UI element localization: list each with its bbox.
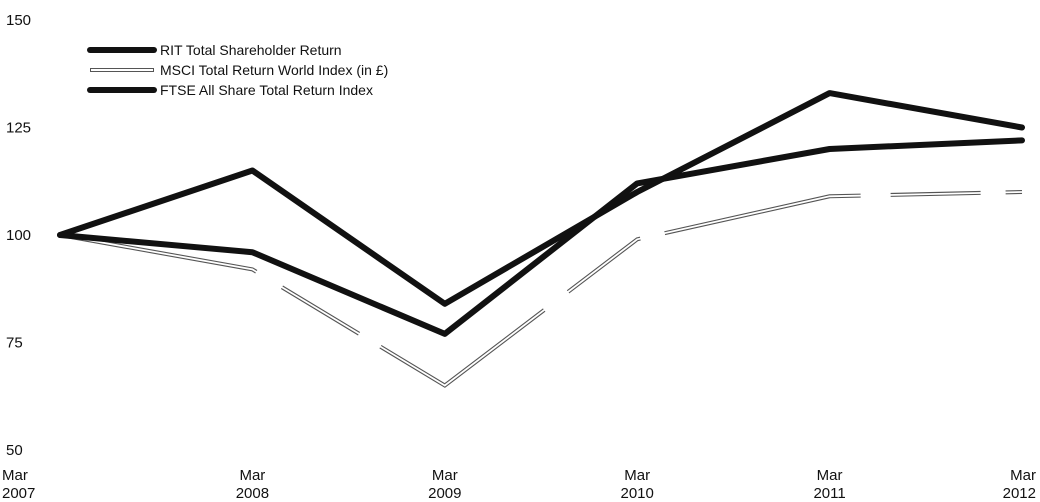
y-tick-label: 75 <box>6 335 23 352</box>
x-tick-month: Mar <box>1010 467 1036 484</box>
x-tick-year: 2008 <box>236 485 269 502</box>
legend-label: FTSE All Share Total Return Index <box>160 82 373 98</box>
series-line-ftse-all-share-total-return-index <box>57 137 1025 337</box>
x-tick-year: 2010 <box>621 485 654 502</box>
x-tick-year: 2012 <box>1003 485 1036 502</box>
x-tick-year: 2009 <box>428 485 461 502</box>
legend-label: MSCI Total Return World Index (in £) <box>160 62 388 78</box>
y-tick-label: 50 <box>6 442 23 459</box>
series-lines <box>57 90 1025 388</box>
y-tick-label: 150 <box>6 12 31 29</box>
x-tick-year: 2011 <box>813 485 845 502</box>
legend: RIT Total Shareholder Return MSCI Total R… <box>87 42 388 98</box>
series-line-rit-total-shareholder-return <box>57 90 1025 307</box>
x-axis-tick-labels: Mar2007Mar2008Mar2009Mar2010Mar2011Mar20… <box>2 467 1036 502</box>
series-line-inner-msci-total-return-world-index-in <box>59 191 1023 387</box>
x-tick-month: Mar <box>624 467 650 484</box>
x-tick-year: 2007 <box>2 485 35 502</box>
x-tick-month: Mar <box>2 467 28 484</box>
y-tick-label: 125 <box>6 120 31 137</box>
x-tick-month: Mar <box>817 467 843 484</box>
legend-label: RIT Total Shareholder Return <box>160 42 342 58</box>
x-tick-month: Mar <box>239 467 265 484</box>
y-axis-tick-labels: 50 75 100 125 150 <box>6 12 31 459</box>
x-tick-month: Mar <box>432 467 458 484</box>
y-tick-label: 100 <box>6 227 31 244</box>
series-line-msci-total-return-world-index-in <box>59 190 1023 388</box>
